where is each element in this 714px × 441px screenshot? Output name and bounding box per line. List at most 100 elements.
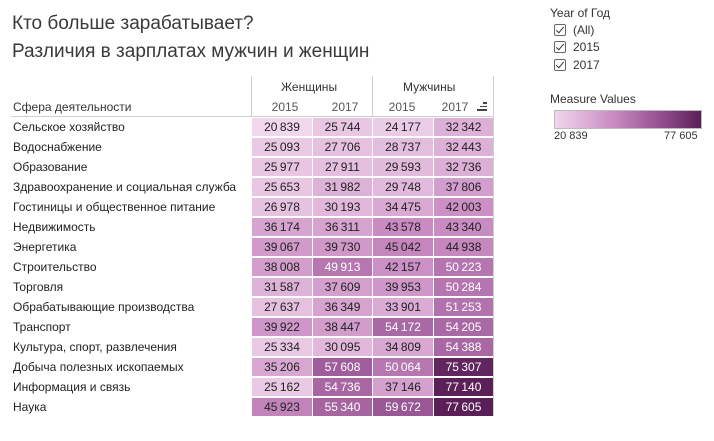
row-label: Культура, спорт, развлечения [13,340,177,354]
heatmap-cell[interactable]: 50 284 [434,278,493,296]
heatmap-cell[interactable]: 24 177 [373,118,433,136]
checkbox-checked-icon[interactable] [554,41,566,53]
row-label: Водоснабжение [13,140,102,154]
year-header-women-2017: 2017 [331,100,359,114]
heatmap-cell[interactable]: 37 146 [373,378,433,396]
heatmap-cell[interactable]: 43 340 [434,218,493,236]
heatmap-cell[interactable]: 25 093 [252,138,312,156]
year-filter-title: Year of Год [550,6,611,20]
heatmap-cell[interactable]: 36 311 [313,218,372,236]
year-header-men-2017: 2017 [441,100,469,114]
heatmap-cell[interactable]: 37 609 [313,278,372,296]
heatmap-cell[interactable]: 34 809 [373,338,433,356]
heatmap-cell[interactable]: 34 475 [373,198,433,216]
heatmap-cell[interactable]: 50 223 [434,258,493,276]
heatmap-cell[interactable]: 27 706 [313,138,372,156]
filter-item-label: (All) [573,23,595,37]
heatmap-cell[interactable]: 36 349 [313,298,372,316]
heatmap-cell[interactable]: 77 140 [434,378,493,396]
row-label: Торговля [13,280,64,294]
heatmap-cell[interactable]: 25 334 [252,338,312,356]
heatmap-cell[interactable]: 77 605 [434,398,493,416]
group-header-women: Женщины [281,80,338,94]
heatmap-cell[interactable]: 39 730 [313,238,372,256]
heatmap-cell[interactable]: 75 307 [434,358,493,376]
heatmap-cell[interactable]: 49 913 [313,258,372,276]
checkbox-checked-icon[interactable] [554,59,566,71]
heatmap-cell[interactable]: 25 162 [252,378,312,396]
heatmap-cell[interactable]: 32 736 [434,158,493,176]
heatmap-cell[interactable]: 28 737 [373,138,433,156]
chart-title: Кто больше зарабатывает? [12,13,254,34]
row-label: Наука [13,400,47,414]
heatmap-cell[interactable]: 27 911 [313,158,372,176]
heatmap-cell[interactable]: 33 901 [373,298,433,316]
heatmap-cell[interactable]: 25 744 [313,118,372,136]
heatmap-cell[interactable]: 38 447 [313,318,372,336]
heatmap-cell[interactable]: 54 172 [373,318,433,336]
sort-descending-icon[interactable] [477,102,487,111]
filter-item-label: 2017 [573,58,600,72]
heatmap-cell[interactable]: 54 736 [313,378,372,396]
heatmap-cell[interactable]: 36 174 [252,218,312,236]
heatmap-cell[interactable]: 35 206 [252,358,312,376]
heatmap-cell[interactable]: 39 067 [252,238,312,256]
heatmap-cell[interactable]: 39 922 [252,318,312,336]
heatmap-cell[interactable]: 45 923 [252,398,312,416]
header-divider [493,76,494,416]
checkbox-checked-icon[interactable] [554,24,566,36]
row-label: Транспорт [13,320,71,334]
row-label: Добыча полезных ископаемых [13,360,184,374]
heatmap-table: Женщины Мужчины 2015 2017 2015 2017 Сфер… [11,76,494,417]
heatmap-cell[interactable]: 25 977 [252,158,312,176]
row-label: Гостиницы и общественное питание [13,200,216,214]
heatmap-cell[interactable]: 38 008 [252,258,312,276]
heatmap-cell[interactable]: 44 938 [434,238,493,256]
heatmap-cell[interactable]: 42 157 [373,258,433,276]
header-divider [372,76,373,116]
heatmap-cell[interactable]: 20 839 [252,118,312,136]
heatmap-cell[interactable]: 30 095 [313,338,372,356]
heatmap-cell[interactable]: 30 193 [313,198,372,216]
heatmap-cell[interactable]: 29 593 [373,158,433,176]
heatmap-cell[interactable]: 39 953 [373,278,433,296]
color-ramp [554,110,702,129]
color-legend-max: 77 605 [664,130,698,142]
heatmap-cell[interactable]: 42 003 [434,198,493,216]
row-label: Недвижимость [13,220,96,234]
heatmap-cell[interactable]: 55 340 [313,398,372,416]
heatmap-cell[interactable]: 29 748 [373,178,433,196]
year-header-women-2015: 2015 [271,100,299,114]
heatmap-cell[interactable]: 43 578 [373,218,433,236]
heatmap-cell[interactable]: 31 587 [252,278,312,296]
heatmap-cell[interactable]: 32 443 [434,138,493,156]
heatmap-cell[interactable]: 31 982 [313,178,372,196]
row-label: Информация и связь [13,380,131,394]
heatmap-cell[interactable]: 45 042 [373,238,433,256]
heatmap-cell[interactable]: 57 608 [313,358,372,376]
row-header: Сфера деятельности [13,100,132,114]
heatmap-cell[interactable]: 54 205 [434,318,493,336]
group-header-men: Мужчины [403,80,456,94]
heatmap-cell[interactable]: 59 672 [373,398,433,416]
header-rule [11,116,494,117]
heatmap-cell[interactable]: 50 064 [373,358,433,376]
year-header-men-2015: 2015 [388,100,416,114]
heatmap-cell[interactable]: 27 637 [252,298,312,316]
row-label: Энергетика [13,240,77,254]
row-label: Обрабатывающие производства [13,300,195,314]
heatmap-cell[interactable]: 26 978 [252,198,312,216]
heatmap-cell[interactable]: 54 388 [434,338,493,356]
row-label: Сельское хозяйство [13,120,125,134]
color-legend-title: Measure Values [550,92,636,106]
header-divider [251,76,252,116]
row-label: Строительство [13,260,97,274]
chart-subtitle: Различия в зарплатах мужчин и женщин [12,41,370,62]
color-legend-min: 20 839 [554,130,588,142]
heatmap-cell[interactable]: 37 806 [434,178,493,196]
row-label: Образование [13,160,88,174]
heatmap-cell[interactable]: 25 653 [252,178,312,196]
filter-item-label: 2015 [573,40,600,54]
heatmap-cell[interactable]: 51 253 [434,298,493,316]
heatmap-cell[interactable]: 32 342 [434,118,493,136]
